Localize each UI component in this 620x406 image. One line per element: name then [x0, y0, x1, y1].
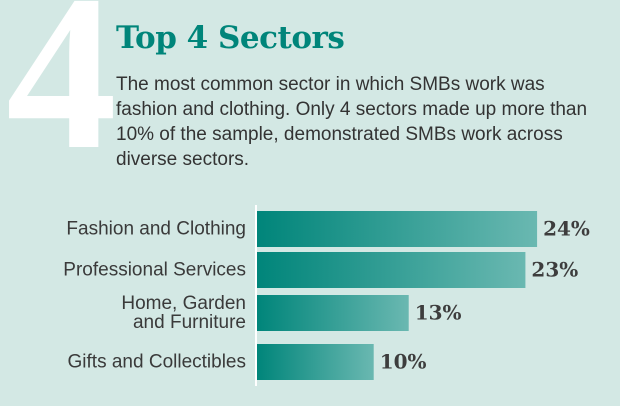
bar [257, 344, 374, 380]
category-label: Gifts and Collectibles [67, 351, 246, 373]
value-label: 13% [415, 301, 462, 325]
badge-number: 4 [6, 0, 117, 196]
bar [257, 211, 538, 247]
chart-title: Top 4 Sectors [116, 20, 345, 56]
value-label: 23% [531, 258, 578, 282]
category-label: Fashion and Clothing [66, 218, 246, 240]
bar [257, 252, 526, 288]
chart-subtitle: The most common sector in which SMBs wor… [116, 74, 588, 170]
category-label: Home, Garden and Furniture [121, 293, 246, 333]
bar [257, 295, 409, 331]
value-label: 24% [543, 217, 590, 241]
value-label: 10% [380, 350, 427, 374]
category-label: Professional Services [63, 259, 246, 281]
